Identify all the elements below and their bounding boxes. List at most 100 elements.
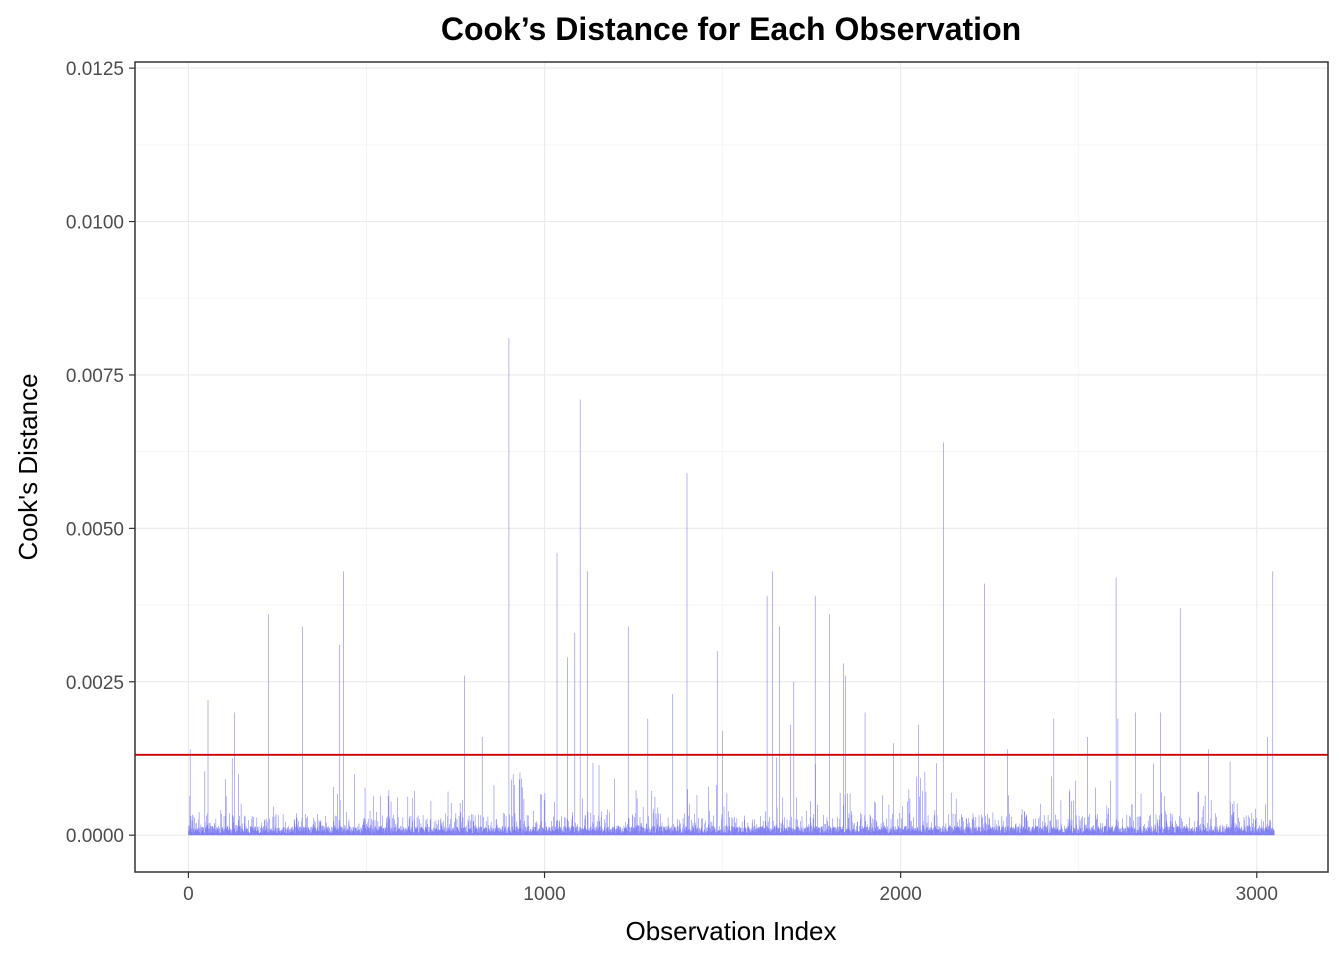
observation-bar <box>482 832 484 836</box>
observation-bar <box>227 826 229 836</box>
observation-bar <box>532 829 534 836</box>
observation-bar <box>394 819 395 836</box>
observation-bar <box>1109 827 1110 836</box>
observation-bar <box>623 825 625 836</box>
observation-bar <box>664 829 665 836</box>
observation-bar <box>681 830 683 836</box>
observation-bar <box>637 825 639 836</box>
observation-bar <box>675 827 677 836</box>
observation-bar <box>652 832 654 836</box>
observation-bar <box>232 829 234 836</box>
observation-bar <box>1151 831 1152 836</box>
observation-bar <box>487 832 488 836</box>
observation-bar <box>1118 828 1120 836</box>
observation-bar <box>926 822 928 836</box>
observation-bar <box>809 826 811 836</box>
observation-bar <box>359 832 361 836</box>
observation-bar <box>979 826 981 836</box>
observation-bar <box>804 832 805 836</box>
observation-bar <box>942 831 944 836</box>
observation-bar <box>1006 816 1008 836</box>
observation-bar <box>823 832 825 836</box>
observation-bar <box>440 820 441 836</box>
observation-bar <box>602 831 604 836</box>
observation-bar <box>1053 718 1055 836</box>
observation-bar <box>301 828 302 836</box>
observation-bar <box>976 829 978 836</box>
observation-bar <box>294 819 295 836</box>
grid-lines <box>135 62 1328 872</box>
observation-bar <box>608 831 609 836</box>
observation-bar <box>1237 830 1239 836</box>
observation-bar <box>338 829 339 836</box>
observation-bar <box>941 828 943 836</box>
observation-bar <box>1200 830 1202 836</box>
observation-bar <box>671 830 673 836</box>
observation-bar <box>532 829 533 836</box>
observation-bar <box>1075 815 1077 836</box>
observation-bar <box>189 796 191 836</box>
observation-bar <box>1015 823 1017 836</box>
observation-bar <box>392 831 394 836</box>
observation-bar <box>328 828 330 836</box>
observation-bar <box>879 829 881 836</box>
observation-bar <box>699 832 701 836</box>
observation-bar <box>1178 828 1180 836</box>
observation-bar <box>425 820 427 836</box>
observation-bar <box>297 827 299 836</box>
observation-bar <box>246 831 248 836</box>
observation-bar <box>251 816 253 836</box>
observation-bar <box>303 827 304 836</box>
observation-bar <box>411 826 413 836</box>
observation-bar <box>775 828 776 836</box>
observation-bar <box>269 829 271 836</box>
observation-bar <box>665 829 666 836</box>
observation-bar <box>902 829 904 836</box>
observation-bar <box>930 827 931 836</box>
observation-bar <box>841 830 842 836</box>
observation-bar <box>324 829 326 836</box>
observation-bar <box>1174 833 1175 836</box>
observation-bar <box>961 830 963 836</box>
observation-bar <box>1258 829 1259 836</box>
observation-bar <box>522 832 524 836</box>
observation-bar <box>1032 826 1034 836</box>
observation-bar <box>495 819 497 836</box>
observation-bar <box>588 830 589 836</box>
observation-bar <box>919 796 920 836</box>
observation-bar <box>853 829 854 836</box>
observation-bar <box>950 832 952 836</box>
observation-bar <box>420 823 422 836</box>
observation-bar <box>308 829 310 836</box>
observation-bar <box>909 820 911 836</box>
observation-bar <box>284 832 286 836</box>
observation-bar <box>191 820 193 836</box>
observation-bar <box>1273 830 1275 836</box>
observation-bar <box>290 828 292 836</box>
observation-bar <box>552 830 554 836</box>
observation-bar <box>652 813 654 836</box>
observation-bar <box>768 830 770 836</box>
observation-bar <box>189 825 190 836</box>
observation-bar <box>509 814 510 836</box>
observation-bar <box>385 828 386 836</box>
observation-bar <box>516 821 518 836</box>
observation-bar <box>237 828 239 836</box>
observation-bar <box>526 815 528 836</box>
observation-bar <box>991 831 992 836</box>
observation-bar <box>1081 828 1083 836</box>
observation-bar <box>960 831 962 836</box>
observation-bar <box>419 828 421 836</box>
observation-bar <box>752 831 754 836</box>
observation-bar <box>1229 761 1231 836</box>
observation-bar <box>374 820 376 836</box>
observation-bar <box>852 829 853 836</box>
observation-bar <box>1144 832 1145 836</box>
observation-bar <box>1161 792 1162 836</box>
observation-bar <box>369 827 370 836</box>
observation-bar <box>466 832 467 836</box>
observation-bar <box>257 831 259 836</box>
observation-bar <box>549 830 551 836</box>
observation-bar <box>651 828 653 836</box>
